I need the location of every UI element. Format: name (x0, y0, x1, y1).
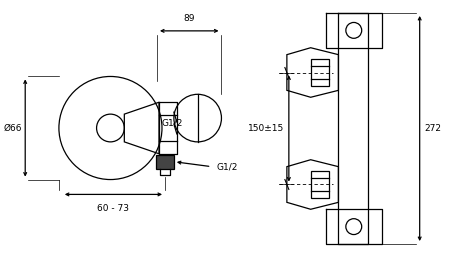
Bar (311, 171, 329, 198)
Text: 150±15: 150±15 (248, 124, 284, 133)
Text: 60 - 73: 60 - 73 (97, 204, 130, 213)
Text: Ø66: Ø66 (4, 124, 22, 133)
Bar (156, 155, 174, 169)
Text: 89: 89 (183, 14, 195, 23)
Text: 272: 272 (425, 124, 442, 133)
Text: G1/2: G1/2 (217, 162, 238, 171)
Text: G1/2: G1/2 (162, 118, 183, 127)
Bar (311, 59, 329, 86)
